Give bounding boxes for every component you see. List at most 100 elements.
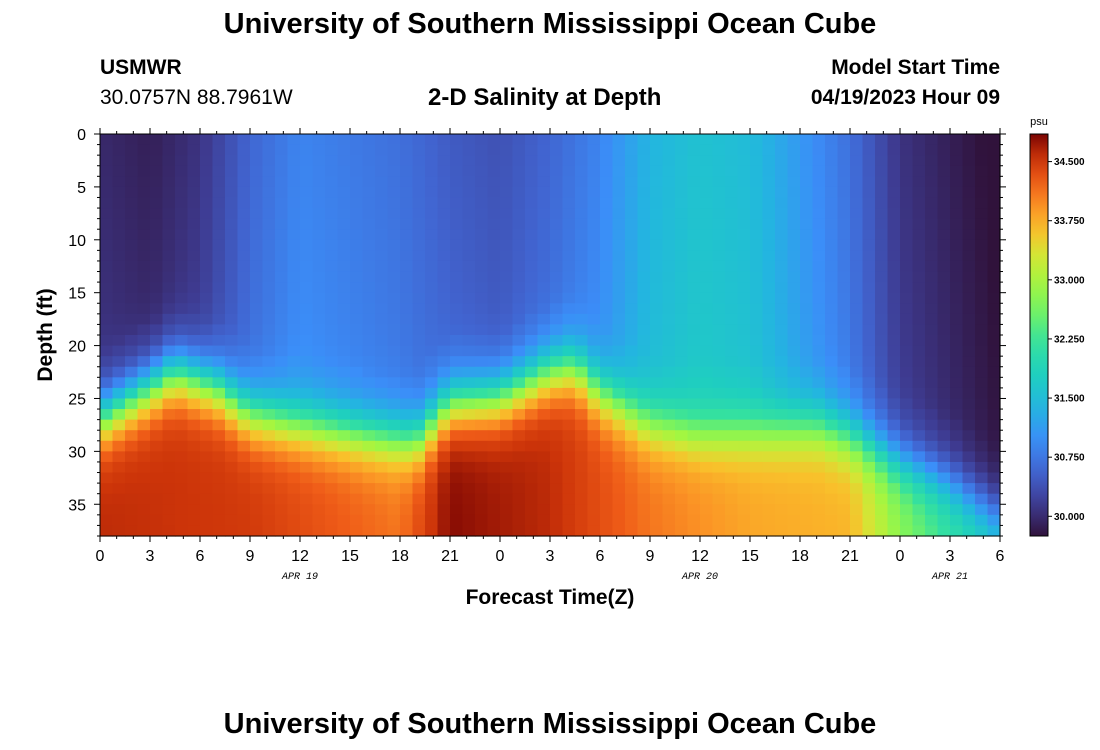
heatmap-cell bbox=[937, 461, 951, 474]
heatmap-cell bbox=[475, 260, 489, 273]
heatmap-cell bbox=[175, 345, 189, 357]
heatmap-cell bbox=[937, 366, 951, 378]
heatmap-cell bbox=[112, 409, 126, 421]
heatmap-cell bbox=[575, 271, 589, 283]
heatmap-cell bbox=[575, 155, 589, 167]
heatmap-cell bbox=[912, 514, 926, 527]
heatmap-cell bbox=[950, 208, 964, 220]
heatmap-cell bbox=[962, 514, 976, 527]
heatmap-cell bbox=[887, 387, 901, 400]
heatmap-cell bbox=[912, 250, 926, 262]
heatmap-cell bbox=[625, 461, 639, 474]
heatmap-cell bbox=[675, 514, 689, 527]
heatmap-cell bbox=[900, 335, 914, 347]
heatmap-cell bbox=[437, 409, 451, 421]
colorbar-gradient bbox=[1029, 133, 1049, 537]
heatmap-cell bbox=[262, 229, 276, 241]
heatmap-cell bbox=[462, 260, 476, 273]
heatmap-cell bbox=[500, 493, 514, 505]
heatmap-cell bbox=[312, 472, 326, 484]
heatmap-cell bbox=[512, 282, 526, 294]
heatmap-cell bbox=[712, 134, 726, 146]
heatmap-cell bbox=[262, 176, 276, 188]
heatmap-cell bbox=[575, 483, 589, 495]
heatmap-cell bbox=[137, 483, 151, 495]
heatmap-cell bbox=[837, 461, 851, 474]
heatmap-cell bbox=[925, 514, 939, 527]
heatmap-cell bbox=[300, 430, 314, 442]
heatmap-cell bbox=[900, 377, 914, 389]
heatmap-cell bbox=[675, 483, 689, 495]
heatmap-cell bbox=[575, 451, 589, 463]
heatmap-cell bbox=[825, 282, 839, 294]
heatmap-cell bbox=[137, 176, 151, 188]
heatmap-cell bbox=[400, 366, 414, 378]
heatmap-cell bbox=[762, 525, 776, 537]
heatmap-cell bbox=[212, 483, 226, 495]
heatmap-cell bbox=[137, 324, 151, 336]
heatmap-cell bbox=[337, 313, 351, 326]
heatmap-cell bbox=[225, 303, 239, 315]
heatmap-cell bbox=[712, 514, 726, 527]
heatmap-cell bbox=[712, 186, 726, 199]
heatmap-cell bbox=[962, 176, 976, 188]
heatmap-cell bbox=[350, 239, 364, 251]
heatmap-cell bbox=[200, 303, 214, 315]
heatmap-cell bbox=[387, 144, 401, 156]
heatmap-cell bbox=[225, 239, 239, 251]
colorbar-tick-label: 31.500 bbox=[1054, 394, 1085, 405]
heatmap-cell bbox=[725, 430, 739, 442]
heatmap-cell bbox=[487, 409, 501, 421]
heatmap-cell bbox=[962, 144, 976, 156]
heatmap-cell bbox=[925, 409, 939, 421]
heatmap-cell bbox=[600, 366, 614, 378]
heatmap-cell bbox=[700, 419, 714, 431]
heatmap-cell bbox=[575, 461, 589, 474]
heatmap-cell bbox=[325, 239, 339, 251]
heatmap-cell bbox=[775, 504, 789, 516]
heatmap-cell bbox=[262, 451, 276, 463]
heatmap-cell bbox=[300, 271, 314, 283]
heatmap-cell bbox=[900, 409, 914, 421]
heatmap-cell bbox=[212, 377, 226, 389]
heatmap-cell bbox=[650, 218, 664, 230]
heatmap-cell bbox=[100, 218, 114, 230]
heatmap-cell bbox=[200, 440, 214, 452]
heatmap-cell bbox=[900, 483, 914, 495]
heatmap-cell bbox=[825, 409, 839, 421]
heatmap-cell bbox=[162, 260, 176, 273]
heatmap-cell bbox=[875, 197, 889, 209]
heatmap-cell bbox=[787, 324, 801, 336]
heatmap-cell bbox=[537, 514, 551, 527]
heatmap-cell bbox=[125, 260, 139, 273]
heatmap-cell bbox=[512, 144, 526, 156]
heatmap-cell bbox=[200, 472, 214, 484]
heatmap-cell bbox=[762, 176, 776, 188]
heatmap-cell bbox=[237, 282, 251, 294]
heatmap-cell bbox=[850, 176, 864, 188]
heatmap-cell bbox=[112, 134, 126, 146]
heatmap-cell bbox=[125, 324, 139, 336]
heatmap-cell bbox=[375, 324, 389, 336]
heatmap-cell bbox=[350, 313, 364, 326]
heatmap-cell bbox=[412, 440, 426, 452]
heatmap-cell bbox=[862, 451, 876, 463]
heatmap-cell bbox=[225, 250, 239, 262]
heatmap-cell bbox=[625, 144, 639, 156]
heatmap-cell bbox=[312, 197, 326, 209]
heatmap-cell bbox=[437, 176, 451, 188]
heatmap-cell bbox=[950, 493, 964, 505]
heatmap-cell bbox=[112, 430, 126, 442]
heatmap-cell bbox=[475, 313, 489, 326]
heatmap-cell bbox=[362, 430, 376, 442]
heatmap-cell bbox=[362, 165, 376, 177]
heatmap-cell bbox=[437, 430, 451, 442]
heatmap-cell bbox=[687, 335, 701, 347]
heatmap-cell bbox=[962, 419, 976, 431]
heatmap-cell bbox=[387, 239, 401, 251]
heatmap-cell bbox=[450, 345, 464, 357]
heatmap-cell bbox=[525, 134, 539, 146]
heatmap-cell bbox=[662, 197, 676, 209]
heatmap-cell bbox=[637, 525, 651, 537]
heatmap-cell bbox=[962, 250, 976, 262]
